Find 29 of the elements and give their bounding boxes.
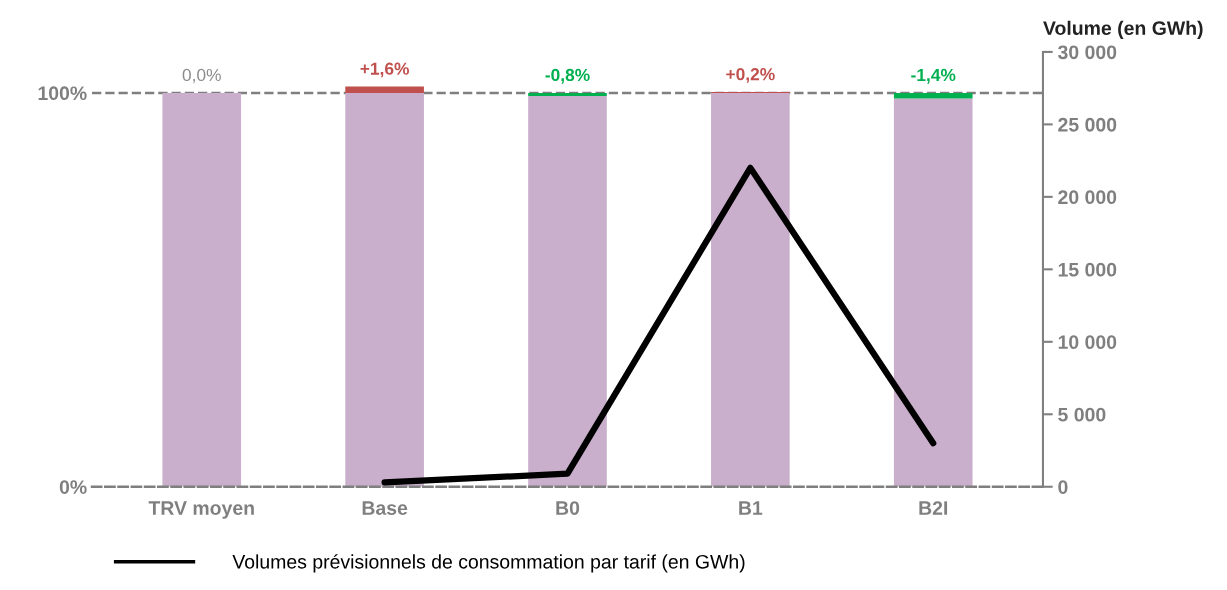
- x-tick-label: B0: [556, 501, 580, 515]
- y2-tick-label: 5 000: [1058, 407, 1106, 422]
- bar: [711, 92, 790, 487]
- annotation: -1,4%: [911, 68, 956, 84]
- x-tick-label: TRV moyen: [148, 501, 254, 519]
- bar: [528, 96, 607, 487]
- x-tick-label: Base: [362, 501, 408, 515]
- annotation: -0,8%: [545, 68, 590, 84]
- bar: [893, 92, 973, 99]
- y2-tick-label: 10 000: [1058, 335, 1117, 350]
- y2-axis-title: Volume (en GWh): [1043, 20, 1203, 39]
- y2-tick-label: 20 000: [1058, 190, 1117, 205]
- y2-tick-label: 0: [1058, 480, 1068, 494]
- y2-tick-label: 15 000: [1058, 262, 1117, 277]
- x-tick-label: B1: [739, 501, 763, 515]
- annotation: +1,6%: [360, 62, 410, 78]
- bar: [528, 92, 607, 97]
- y2-tick-label: 25 000: [1058, 117, 1117, 132]
- bar: [893, 98, 973, 487]
- legend-label: Volumes prévisionnels de consommation par tarif (en GWh): [232, 554, 745, 573]
- y-tick-label: 100%: [38, 86, 87, 101]
- y2-tick-label: 30 000: [1057, 45, 1117, 60]
- bar: [345, 86, 424, 93]
- bar: [345, 92, 424, 487]
- x-tick-label: B2I: [919, 501, 948, 515]
- annotation: +0,2%: [726, 68, 775, 83]
- bar: [162, 92, 242, 487]
- annotation: 0,0%: [182, 68, 221, 84]
- y-tick-label: 0%: [59, 480, 87, 494]
